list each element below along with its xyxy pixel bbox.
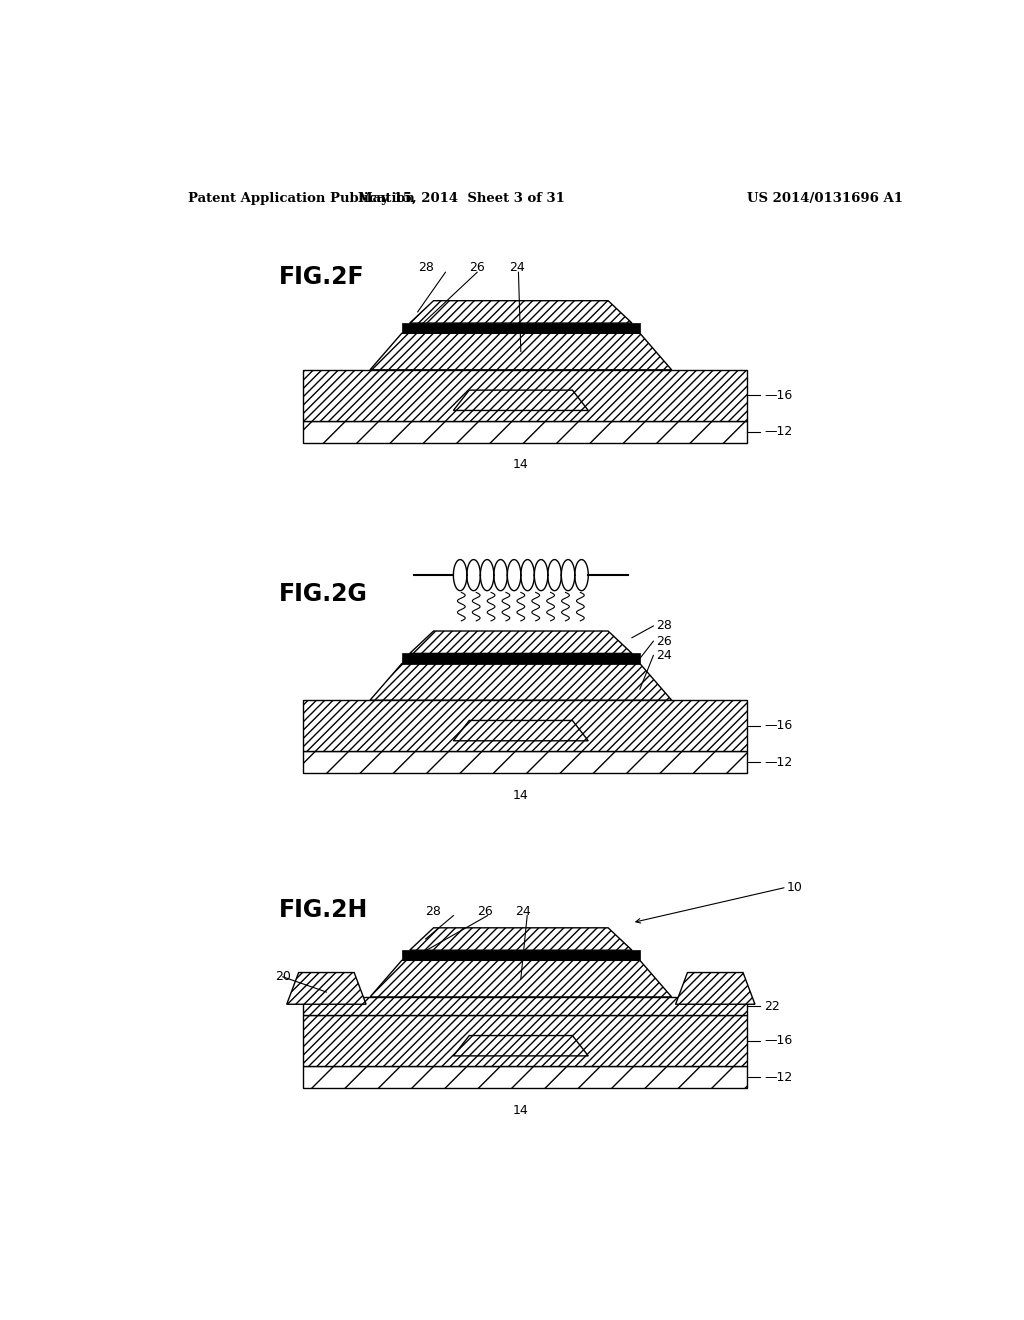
Text: —12: —12 [765, 1071, 793, 1084]
Text: —16: —16 [765, 388, 793, 401]
Polygon shape [676, 973, 755, 1005]
Polygon shape [287, 973, 367, 1005]
Text: 26: 26 [655, 635, 672, 648]
Text: 14: 14 [513, 1104, 528, 1117]
Bar [303, 421, 748, 444]
Text: 28: 28 [418, 261, 433, 275]
Text: —12: —12 [765, 425, 793, 438]
Text: 14: 14 [513, 458, 528, 471]
Bar [303, 370, 748, 421]
Polygon shape [454, 1036, 588, 1056]
Text: 24: 24 [515, 904, 531, 917]
Text: —12: —12 [765, 755, 793, 768]
Polygon shape [410, 631, 632, 653]
Bar [303, 1067, 748, 1089]
Text: FIG.2H: FIG.2H [279, 899, 368, 923]
Text: 28: 28 [655, 619, 672, 632]
Text: —16: —16 [765, 719, 793, 733]
Text: FIG.2F: FIG.2F [279, 265, 365, 289]
Polygon shape [454, 721, 588, 741]
Text: —16: —16 [765, 1034, 793, 1047]
Text: 26: 26 [477, 904, 493, 917]
Bar [303, 997, 748, 1015]
Bar [401, 653, 640, 664]
Text: 20: 20 [274, 970, 291, 983]
Bar [303, 700, 748, 751]
Text: 28: 28 [426, 904, 441, 917]
Text: FIG.2G: FIG.2G [279, 582, 368, 606]
Text: US 2014/0131696 A1: US 2014/0131696 A1 [748, 191, 903, 205]
Polygon shape [370, 961, 672, 997]
Text: 14: 14 [513, 788, 528, 801]
Polygon shape [370, 333, 672, 370]
Text: May 15, 2014  Sheet 3 of 31: May 15, 2014 Sheet 3 of 31 [357, 191, 565, 205]
Bar [303, 751, 748, 774]
Polygon shape [454, 391, 588, 411]
Polygon shape [370, 664, 672, 700]
Polygon shape [410, 301, 632, 323]
Bar [303, 1015, 748, 1067]
Text: 24: 24 [655, 649, 672, 661]
Text: 22: 22 [765, 999, 780, 1012]
Bar [401, 950, 640, 961]
Text: Patent Application Publication: Patent Application Publication [187, 191, 415, 205]
Text: 24: 24 [509, 261, 524, 275]
Bar [401, 323, 640, 333]
Polygon shape [410, 928, 632, 950]
Text: 26: 26 [469, 261, 485, 275]
Text: 10: 10 [786, 880, 803, 894]
